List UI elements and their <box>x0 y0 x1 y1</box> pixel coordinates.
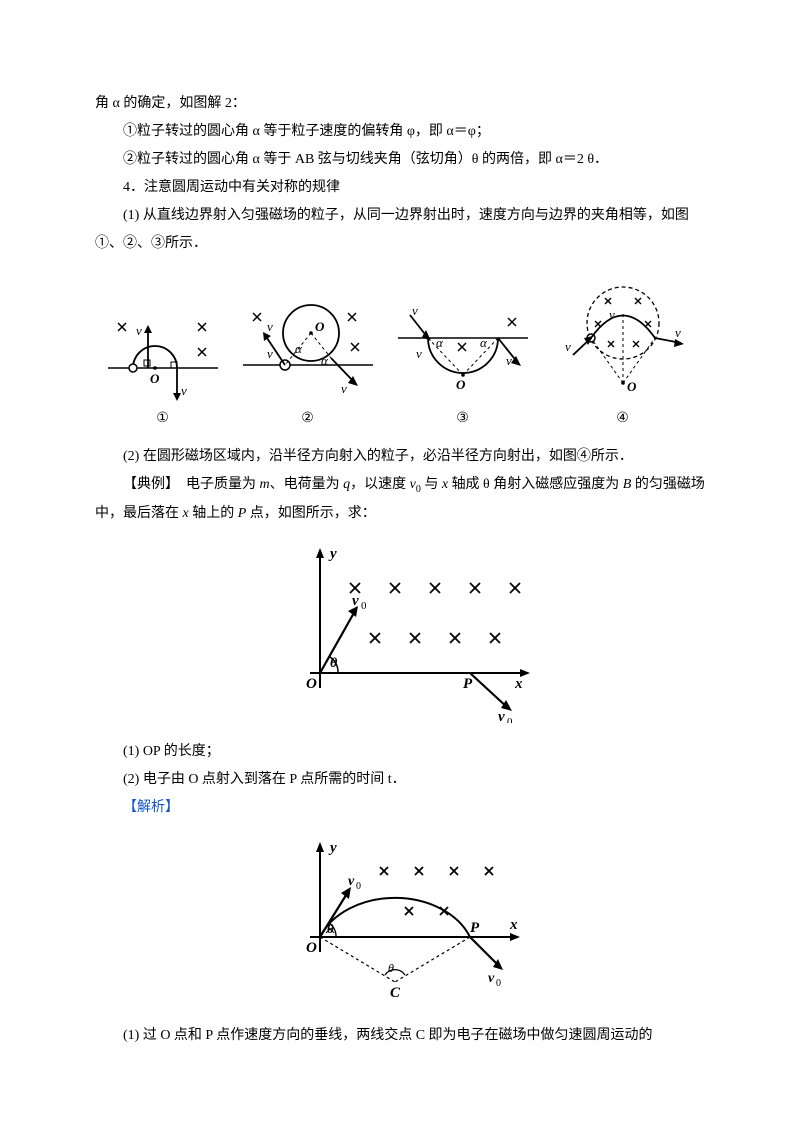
para-solution-1: (1) 过 O 点和 P 点作速度方向的垂线，两线交点 C 即为电子在磁场中做匀… <box>95 1022 705 1050</box>
svg-text:P: P <box>470 920 480 936</box>
svg-text:θ: θ <box>330 656 338 671</box>
para-symmetry-2: (2) 在圆形磁场区域内，沿半径方向射入的粒子，必沿半径方向射出，如图④所示． <box>95 443 705 471</box>
figure-1-label: ① <box>108 405 218 433</box>
svg-text:v: v <box>348 874 355 889</box>
text: (1) OP 的长度； <box>123 744 220 759</box>
svg-text:α: α <box>321 353 329 368</box>
svg-text:v: v <box>506 353 512 368</box>
figure-4: v v v O ④ <box>553 283 693 433</box>
text: 轴成 θ 角射入磁感应强度为 <box>448 477 623 492</box>
text: 、电荷量为 <box>270 477 344 492</box>
svg-text:0: 0 <box>507 716 513 723</box>
para-q2: (2) 电子由 O 点射入到落在 P 点所需的时间 t． <box>95 766 705 794</box>
para-section-4: 4．注意圆周运动中有关对称的规律 <box>95 174 705 202</box>
text: (1) 过 O 点和 P 点作速度方向的垂线，两线交点 C 即为电子在磁场中做匀… <box>123 1028 653 1043</box>
figure-2-label: ② <box>243 405 373 433</box>
svg-text:v: v <box>267 346 273 361</box>
svg-text:O: O <box>306 676 317 692</box>
svg-text:v: v <box>488 971 495 986</box>
text: ①粒子转过的圆心角 α 等于粒子速度的偏转角 φ，即 α＝φ； <box>123 124 490 139</box>
text: 与 <box>421 477 442 492</box>
para-rule-2: ②粒子转过的圆心角 α 等于 AB 弦与切线夹角（弦切角）θ 的两倍，即 α＝2… <box>95 146 705 174</box>
svg-text:C: C <box>390 985 401 1001</box>
svg-text:O: O <box>456 377 466 392</box>
para-q1: (1) OP 的长度； <box>95 738 705 766</box>
text: 【解析】 <box>123 800 179 815</box>
text: 【典例】 电子质量为 <box>123 477 260 492</box>
para-symmetry-1: (1) 从直线边界射入匀强磁场的粒子，从同一边界射出时，速度方向与边界的夹角相等… <box>95 202 705 258</box>
svg-text:v: v <box>609 307 615 322</box>
page-content: 角 α 的确定，如图解 2： ①粒子转过的圆心角 α 等于粒子速度的偏转角 φ，… <box>0 0 800 1110</box>
svg-text:v: v <box>352 593 359 609</box>
figure-4-label: ④ <box>553 405 693 433</box>
svg-text:0: 0 <box>496 978 501 989</box>
svg-text:v: v <box>181 383 187 398</box>
para-rule-1: ①粒子转过的圆心角 α 等于粒子速度的偏转角 φ，即 α＝φ； <box>95 118 705 146</box>
sym-m: m <box>260 477 270 492</box>
text: ②粒子转过的圆心角 α 等于 AB 弦与切线夹角（弦切角）θ 的两倍，即 α＝2… <box>123 152 608 167</box>
para-example: 【典例】 电子质量为 m、电荷量为 q，以速度 v0 与 x 轴成 θ 角射入磁… <box>95 471 705 528</box>
svg-text:P: P <box>463 676 473 692</box>
svg-text:y: y <box>328 840 337 856</box>
text: (1) 从直线边界射入匀强磁场的粒子，从同一边界射出时，速度方向与边界的夹角相等… <box>95 208 689 251</box>
figure-1: v v O ① <box>108 313 218 433</box>
svg-text:α: α <box>295 341 303 356</box>
svg-text:O: O <box>306 940 317 956</box>
svg-text:y: y <box>328 546 337 562</box>
para-angle-intro: 角 α 的确定，如图解 2： <box>95 90 705 118</box>
svg-text:v: v <box>416 346 422 361</box>
svg-text:O: O <box>315 319 325 334</box>
svg-text:θ: θ <box>388 961 394 975</box>
svg-text:v: v <box>341 381 347 396</box>
svg-text:v: v <box>498 709 505 723</box>
svg-text:v: v <box>412 303 418 318</box>
svg-text:v: v <box>136 323 142 338</box>
figure-example-1: x y O v 0 θ P <box>95 543 705 723</box>
text: 4．注意圆周运动中有关对称的规律 <box>123 180 340 195</box>
svg-text:0: 0 <box>361 600 367 612</box>
svg-text:θ: θ <box>327 921 334 936</box>
figure-3-label: ③ <box>398 405 528 433</box>
svg-text:x: x <box>514 676 523 692</box>
figure-3: v v v O α α ③ <box>398 303 528 433</box>
svg-text:α: α <box>480 335 488 350</box>
text: (2) 电子由 O 点射入到落在 P 点所需的时间 t． <box>123 772 406 787</box>
svg-text:α: α <box>436 335 444 350</box>
text: 点，如图所示，求： <box>246 506 376 521</box>
text: ，以速度 <box>350 477 410 492</box>
svg-text:x: x <box>509 917 518 933</box>
text: 轴上的 <box>189 506 238 521</box>
svg-text:O: O <box>627 379 637 394</box>
svg-text:O: O <box>150 371 160 386</box>
figure-row-4: v v O ① <box>95 283 705 433</box>
text: (2) 在圆形磁场区域内，沿半径方向射入的粒子，必沿半径方向射出，如图④所示． <box>123 449 633 464</box>
text: 角 α 的确定，如图解 2： <box>95 96 246 111</box>
figure-2: O v v v α α ② <box>243 303 373 433</box>
para-analysis-label: 【解析】 <box>95 794 705 822</box>
svg-text:v: v <box>565 339 571 354</box>
sym-P: P <box>238 506 247 521</box>
svg-text:0: 0 <box>356 881 361 892</box>
svg-text:v: v <box>267 319 273 334</box>
figure-analysis: x y O v 0 θ P <box>95 837 705 1007</box>
svg-text:v: v <box>675 325 681 340</box>
